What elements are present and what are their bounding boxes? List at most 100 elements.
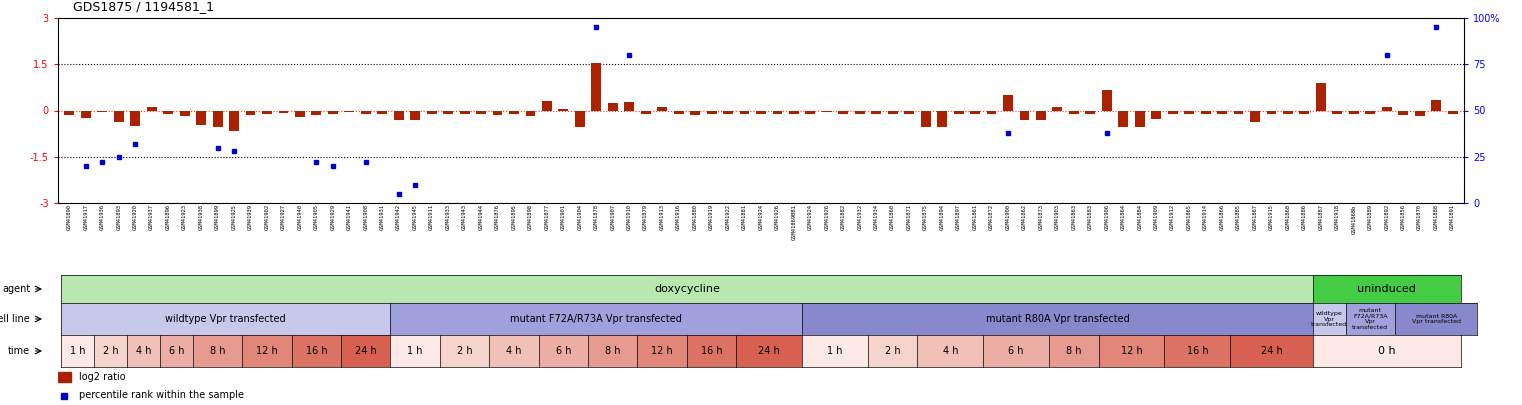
Text: GSM41883: GSM41883: [1088, 205, 1093, 230]
Text: 6 h: 6 h: [169, 346, 184, 356]
Text: GSM41861: GSM41861: [973, 205, 977, 230]
Text: GSM41924: GSM41924: [758, 205, 764, 230]
Text: GSM41938: GSM41938: [198, 205, 204, 230]
Bar: [460, 111, 469, 113]
Text: mutant R80A
Vpr transfected: mutant R80A Vpr transfected: [1412, 313, 1461, 324]
Text: GSM41895: GSM41895: [511, 205, 516, 230]
Bar: [64, 111, 75, 115]
Bar: [508, 111, 519, 113]
Text: 16 h: 16 h: [700, 346, 723, 356]
Bar: [887, 111, 898, 113]
Text: GSM41908: GSM41908: [364, 205, 368, 230]
Text: mutant R80A Vpr transfected: mutant R80A Vpr transfected: [986, 314, 1129, 324]
Bar: [674, 111, 683, 113]
Bar: [559, 109, 568, 111]
Bar: [1085, 111, 1096, 113]
Text: GSM41925: GSM41925: [231, 205, 236, 230]
Bar: [1218, 111, 1227, 113]
Bar: [542, 101, 552, 111]
Text: GSM41945: GSM41945: [412, 205, 417, 230]
Text: 24 h: 24 h: [1260, 346, 1283, 356]
Bar: [970, 111, 980, 113]
Bar: [58, 371, 72, 382]
Bar: [607, 103, 618, 111]
Text: GSM41860: GSM41860: [890, 205, 895, 230]
Bar: [805, 111, 816, 113]
Bar: [163, 111, 174, 113]
Bar: [344, 111, 355, 112]
Text: GSM41868: GSM41868: [1286, 205, 1291, 230]
Text: GSM41903: GSM41903: [1055, 205, 1059, 230]
Bar: [1068, 111, 1079, 113]
Text: mutant F72A/R73A Vpr transfected: mutant F72A/R73A Vpr transfected: [510, 314, 682, 324]
Text: cell line: cell line: [0, 314, 30, 324]
Bar: [689, 111, 700, 115]
Bar: [839, 111, 848, 113]
Bar: [641, 111, 651, 113]
Bar: [1266, 111, 1277, 114]
Text: GSM41896: GSM41896: [166, 205, 170, 230]
Text: GSM41868b: GSM41868b: [1352, 205, 1356, 234]
Text: GSM41893: GSM41893: [116, 205, 122, 230]
Text: GSM41941: GSM41941: [347, 205, 352, 230]
Text: GSM41869BB1: GSM41869BB1: [791, 205, 796, 240]
Bar: [312, 111, 321, 115]
Bar: [131, 111, 140, 126]
Text: GSM41880: GSM41880: [693, 205, 697, 230]
Bar: [262, 111, 272, 113]
Text: GSM41917: GSM41917: [84, 205, 88, 230]
Bar: [1151, 111, 1161, 119]
Text: GSM41877: GSM41877: [545, 205, 549, 230]
Bar: [1382, 107, 1391, 111]
Bar: [904, 111, 915, 113]
Text: GSM41881: GSM41881: [743, 205, 747, 230]
Text: GSM41875: GSM41875: [924, 205, 928, 230]
Text: GSM41937: GSM41937: [149, 205, 154, 230]
Bar: [1234, 111, 1243, 114]
Bar: [986, 111, 997, 113]
Bar: [361, 111, 371, 113]
Bar: [938, 111, 947, 128]
Text: GSM41897: GSM41897: [956, 205, 960, 230]
Text: 16 h: 16 h: [1187, 346, 1208, 356]
Text: GSM41900: GSM41900: [1006, 205, 1011, 230]
Text: GSM41923: GSM41923: [183, 205, 187, 230]
Text: GSM41934: GSM41934: [874, 205, 878, 230]
Bar: [245, 111, 256, 115]
Text: GSM41862: GSM41862: [1021, 205, 1027, 230]
Text: doxycycline: doxycycline: [654, 284, 720, 294]
Bar: [1201, 111, 1210, 114]
Bar: [658, 107, 667, 111]
Text: GSM41929: GSM41929: [330, 205, 335, 230]
Bar: [871, 111, 881, 114]
Bar: [1399, 111, 1408, 115]
Text: GSM41912: GSM41912: [1170, 205, 1175, 230]
Text: GSM41886: GSM41886: [1301, 205, 1307, 230]
Bar: [1020, 111, 1029, 120]
Text: 8 h: 8 h: [606, 346, 621, 356]
Text: 12 h: 12 h: [256, 346, 279, 356]
Text: time: time: [8, 346, 30, 356]
Text: GSM41918: GSM41918: [1335, 205, 1339, 230]
Text: GSM41871: GSM41871: [907, 205, 912, 230]
Text: GSM41902: GSM41902: [265, 205, 269, 230]
Bar: [855, 111, 864, 113]
Bar: [81, 111, 91, 118]
Bar: [196, 111, 205, 125]
Text: GSM41892: GSM41892: [1385, 205, 1390, 230]
Text: GSM41927: GSM41927: [282, 205, 286, 230]
Text: GSM41913: GSM41913: [659, 205, 665, 230]
Text: GSM41915: GSM41915: [1269, 205, 1274, 230]
Text: GSM41911: GSM41911: [429, 205, 434, 230]
Bar: [377, 111, 387, 114]
Bar: [954, 111, 963, 113]
Bar: [476, 111, 486, 113]
Text: 24 h: 24 h: [758, 346, 781, 356]
Bar: [1119, 111, 1128, 126]
Text: GSM41863: GSM41863: [1071, 205, 1076, 230]
Text: log2 ratio: log2 ratio: [79, 372, 126, 382]
Bar: [230, 111, 239, 130]
Text: GSM41939: GSM41939: [248, 205, 253, 230]
Text: GSM41894: GSM41894: [939, 205, 945, 230]
Bar: [146, 107, 157, 111]
